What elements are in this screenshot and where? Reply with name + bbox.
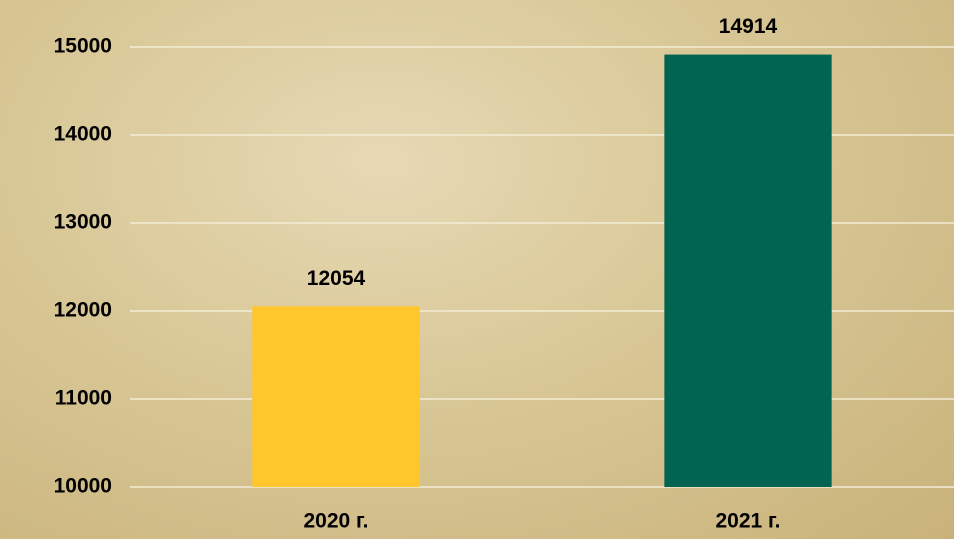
y-tick-label: 13000 <box>54 211 112 234</box>
data-label: 12054 <box>307 267 366 290</box>
chart: 10000 11000 12000 13000 14000 15000 12054 2020 … <box>0 0 954 539</box>
y-tick-label: 15000 <box>54 35 112 58</box>
y-tick-label: 10000 <box>54 475 112 498</box>
bar <box>252 306 419 487</box>
y-tick-label: 12000 <box>54 299 112 322</box>
data-label: 14914 <box>719 15 778 38</box>
y-tick-label: 11000 <box>55 387 112 410</box>
x-tick-label: 2020 г. <box>303 510 368 533</box>
y-tick-label: 14000 <box>54 123 112 146</box>
bar <box>664 55 831 487</box>
x-tick-label: 2021 г. <box>715 510 780 533</box>
